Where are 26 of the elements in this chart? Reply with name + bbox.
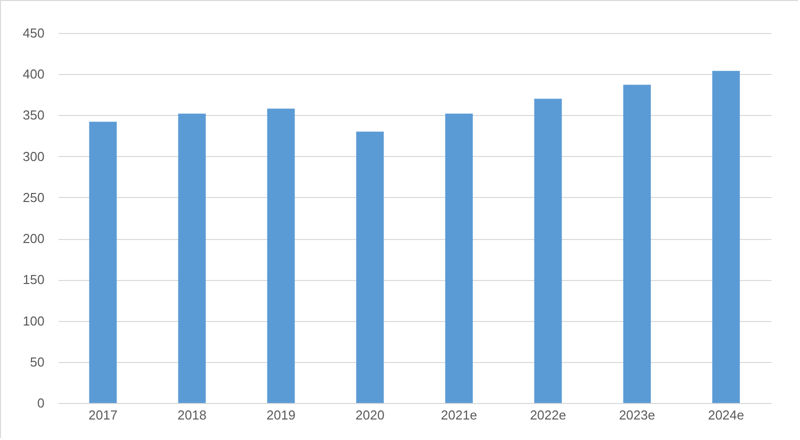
y-tick-label: 400 bbox=[22, 66, 44, 82]
bar bbox=[534, 98, 562, 403]
bar bbox=[445, 114, 473, 403]
x-tick-label: 2018 bbox=[178, 408, 206, 422]
y-tick-label: 200 bbox=[22, 231, 44, 246]
bar bbox=[89, 122, 117, 403]
bar bbox=[712, 70, 740, 403]
y-tick-label: 150 bbox=[22, 272, 44, 288]
bar bbox=[356, 132, 384, 403]
x-tick-label: 2024e bbox=[708, 408, 744, 422]
x-tick-label: 2019 bbox=[266, 408, 296, 422]
y-tick-label: 50 bbox=[30, 354, 44, 370]
bar bbox=[623, 84, 651, 403]
x-tick-label: 2023e bbox=[618, 408, 656, 422]
y-tick-label: 450 bbox=[22, 26, 44, 40]
y-tick-label: 350 bbox=[22, 108, 44, 123]
bar bbox=[267, 108, 295, 403]
x-tick-label: 2021e bbox=[440, 408, 478, 422]
y-tick-label: 300 bbox=[22, 148, 44, 164]
x-tick-label: 2017 bbox=[88, 408, 118, 422]
bar bbox=[178, 114, 206, 403]
y-tick-label: 0 bbox=[37, 396, 44, 410]
y-tick-label: 250 bbox=[22, 190, 44, 205]
x-tick-label: 2022e bbox=[530, 408, 566, 422]
x-tick-label: 2020 bbox=[356, 408, 384, 422]
y-tick-label: 100 bbox=[22, 313, 44, 328]
